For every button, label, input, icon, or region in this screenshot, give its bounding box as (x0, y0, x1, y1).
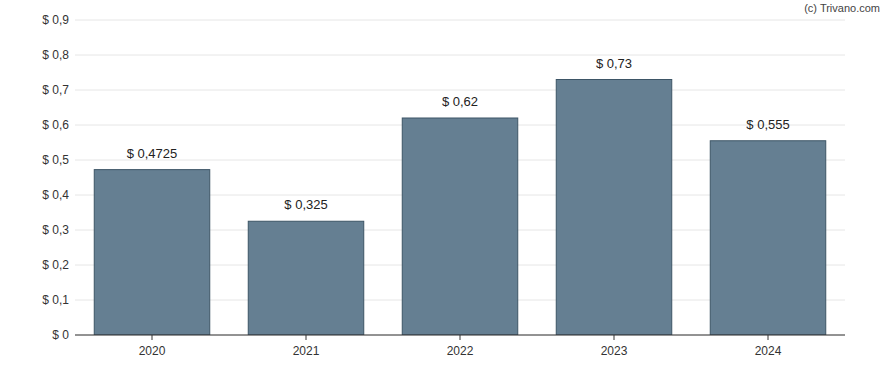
grid-line (75, 20, 845, 21)
grid-line (75, 55, 845, 56)
y-tick-label: $ 0,7 (42, 83, 69, 97)
x-tick (768, 335, 769, 340)
x-tick-label: 2023 (601, 344, 628, 358)
data-label: $ 0,62 (442, 94, 478, 109)
x-tick-label: 2020 (139, 344, 166, 358)
x-tick (306, 335, 307, 340)
x-tick-label: 2021 (293, 344, 320, 358)
y-tick-label: $ 0,6 (42, 118, 69, 132)
y-tick-label: $ 0,2 (42, 258, 69, 272)
bar (556, 80, 672, 336)
grid-line (75, 90, 845, 91)
bar (402, 118, 518, 335)
bar (94, 170, 210, 335)
x-tick (614, 335, 615, 340)
bars (94, 80, 826, 336)
bar (248, 221, 364, 335)
x-tick (460, 335, 461, 340)
data-label: $ 0,325 (284, 197, 327, 212)
y-tick-label: $ 0,8 (42, 48, 69, 62)
x-tick (152, 335, 153, 340)
y-tick-label: $ 0,3 (42, 223, 69, 237)
y-tick-label: $ 0,1 (42, 293, 69, 307)
data-label: $ 0,555 (746, 117, 789, 132)
credit: (c) Trivano.com (804, 2, 880, 14)
x-tick-label: 2024 (755, 344, 782, 358)
y-tick-label: $ 0,9 (42, 13, 69, 27)
x-tick-label: 2022 (447, 344, 474, 358)
data-label: $ 0,73 (596, 56, 632, 71)
bar (710, 141, 826, 335)
data-label: $ 0,4725 (127, 146, 178, 161)
y-tick-label: $ 0,5 (42, 153, 69, 167)
y-tick-label: $ 0,4 (42, 188, 69, 202)
chart: $ 0 $ 0,1 $ 0,2 $ 0,3 $ 0,4 $ 0,5 $ 0,6 $ 0,7 $ … (0, 0, 888, 370)
y-tick-label: $ 0 (52, 328, 69, 342)
